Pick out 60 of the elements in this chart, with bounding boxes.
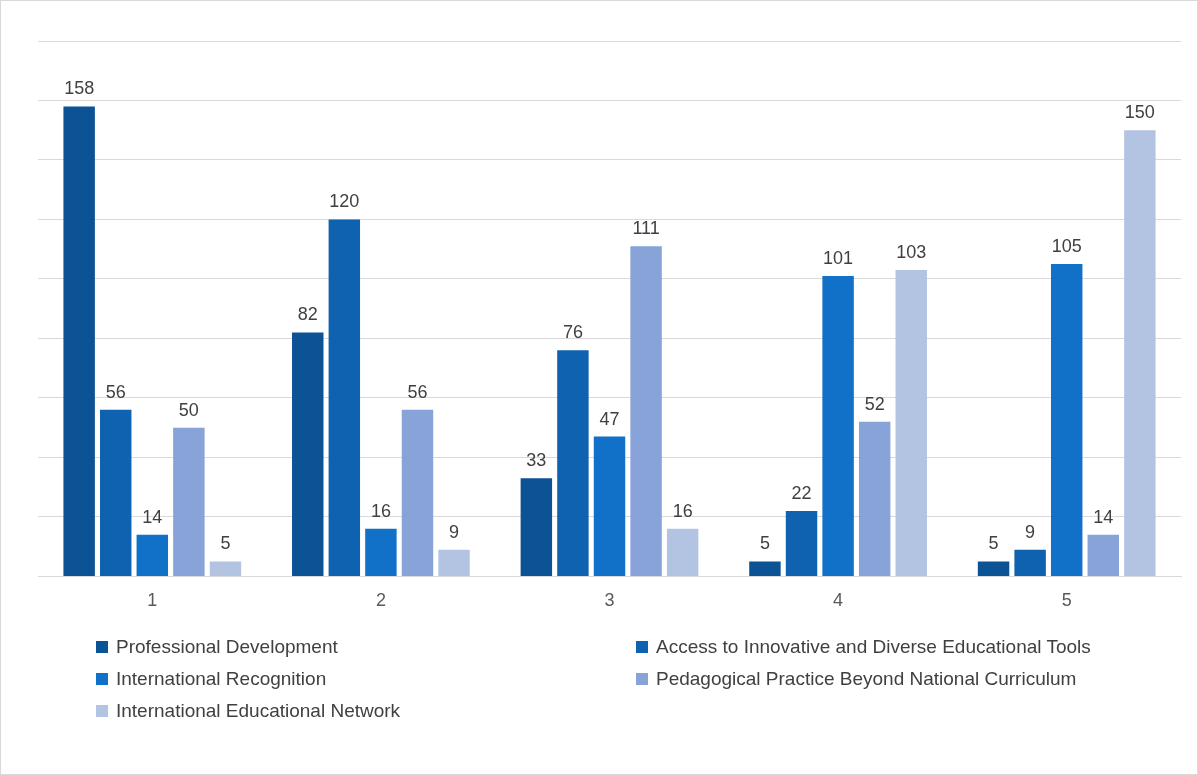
data-label: 16 [370, 500, 391, 521]
data-label: 33 [526, 450, 547, 471]
bar [173, 427, 205, 576]
legend-label: Professional Development [116, 636, 338, 658]
bar [557, 350, 589, 576]
data-label: 14 [1093, 506, 1114, 527]
bar [1087, 534, 1119, 576]
data-label: 111 [632, 218, 660, 239]
legend-label: International Educational Network [116, 700, 401, 722]
bar [136, 534, 169, 576]
bar [1014, 549, 1046, 576]
data-label: 47 [599, 408, 620, 429]
bar [630, 246, 662, 576]
bar [328, 219, 361, 576]
bar [858, 421, 891, 576]
x-tick-label: 2 [375, 590, 386, 611]
bar [1124, 130, 1156, 576]
bar [785, 510, 818, 576]
data-label: 5 [759, 533, 770, 554]
data-label: 9 [1025, 521, 1036, 542]
legend-label: Access to Innovative and Diverse Educational Tools [656, 636, 1091, 658]
data-label: 56 [407, 381, 428, 402]
data-label: 150 [1124, 102, 1155, 123]
data-label: 14 [142, 506, 163, 527]
bar [593, 436, 626, 576]
data-label: 5 [220, 533, 231, 554]
x-tick-label: 1 [147, 590, 158, 611]
bar [822, 275, 854, 576]
data-label: 5 [988, 533, 999, 554]
data-label: 120 [329, 191, 360, 212]
data-label: 56 [105, 381, 126, 402]
data-label: 158 [64, 78, 95, 99]
data-label: 52 [864, 393, 885, 414]
bar [977, 561, 1010, 576]
bar [895, 270, 927, 576]
data-label: 16 [672, 500, 693, 521]
x-tick-label: 3 [604, 590, 615, 611]
bar [401, 409, 434, 576]
bar [292, 332, 324, 576]
data-label: 101 [823, 247, 854, 268]
x-tick-label: 4 [833, 590, 844, 611]
legend-label: International Recognition [116, 668, 327, 690]
data-label: 9 [449, 521, 460, 542]
bar [666, 528, 699, 576]
data-label: 76 [562, 322, 583, 343]
bar [365, 528, 397, 576]
bar [209, 561, 242, 576]
bar [1050, 264, 1083, 576]
legend-label: Pedagogical Practice Beyond National Curriculum [656, 668, 1077, 690]
data-label: 82 [297, 304, 318, 325]
data-label: 105 [1051, 236, 1082, 257]
x-tick-label: 5 [1061, 590, 1072, 611]
data-label: 50 [178, 399, 199, 420]
bar [63, 106, 95, 576]
bar [520, 478, 553, 576]
bar [100, 409, 132, 576]
data-label: 103 [896, 242, 927, 262]
data-label: 22 [791, 482, 812, 503]
bar [438, 549, 470, 576]
bar [749, 561, 781, 576]
